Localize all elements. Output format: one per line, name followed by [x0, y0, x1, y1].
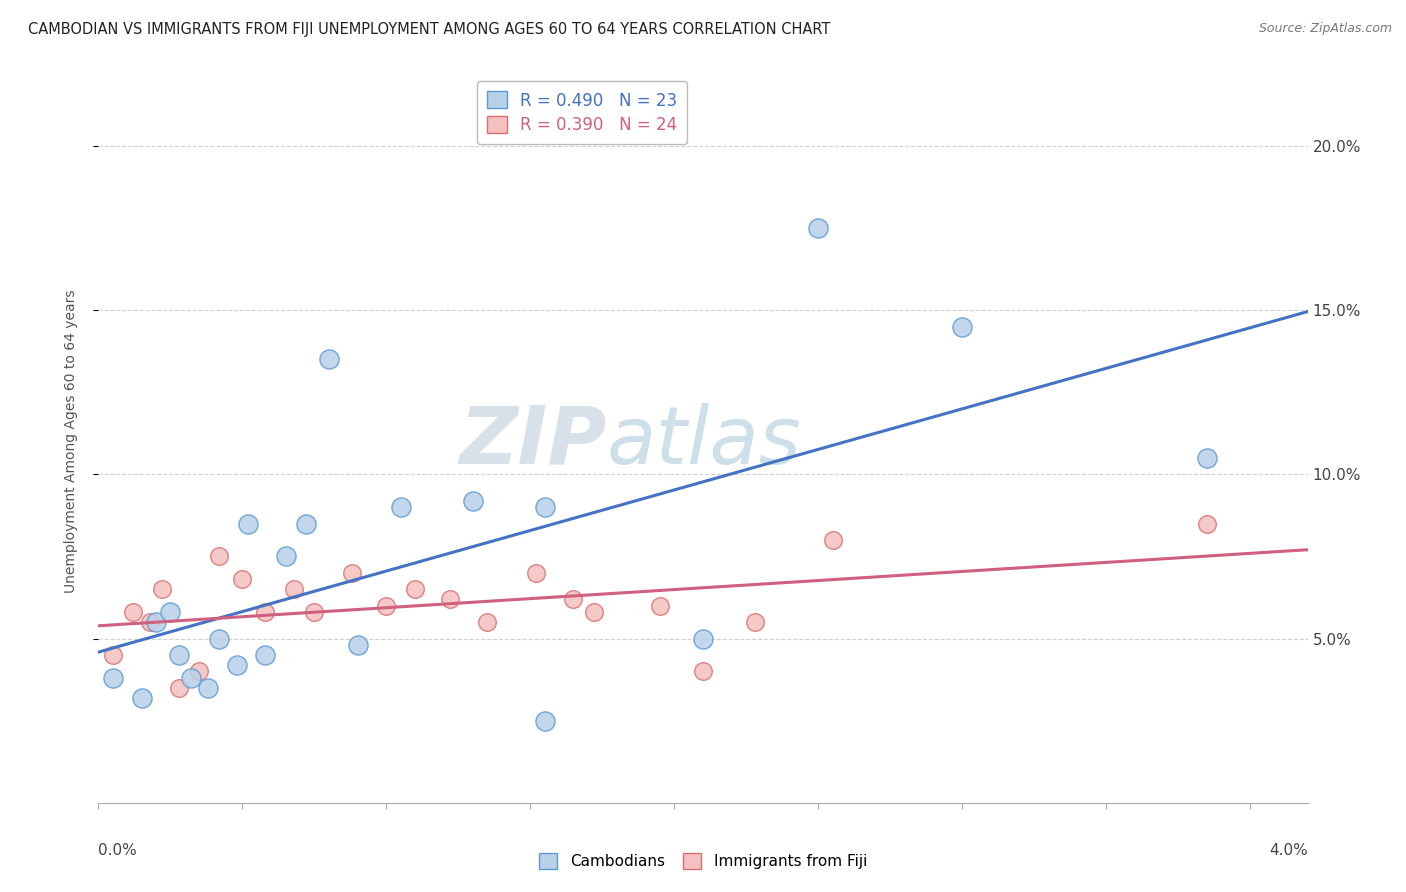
Point: [404, 582, 426, 597]
Point: [389, 500, 412, 515]
Point: [197, 681, 219, 695]
Point: [562, 592, 585, 607]
Point: [122, 605, 145, 619]
Point: [188, 665, 211, 679]
Point: [145, 615, 167, 630]
Legend: R = 0.490   N = 23, R = 0.390   N = 24: R = 0.490 N = 23, R = 0.390 N = 24: [477, 81, 688, 145]
Point: [231, 573, 253, 587]
Point: [439, 592, 461, 607]
Y-axis label: Unemployment Among Ages 60 to 64 years: Unemployment Among Ages 60 to 64 years: [63, 290, 77, 593]
Point: [461, 493, 484, 508]
Point: [475, 615, 498, 630]
Point: [254, 605, 277, 619]
Point: [533, 500, 555, 515]
Point: [101, 671, 124, 685]
Point: [375, 599, 398, 613]
Point: [304, 605, 326, 619]
Point: [274, 549, 297, 564]
Point: [159, 605, 181, 619]
Text: 0.0%: 0.0%: [98, 843, 138, 857]
Point: [225, 657, 247, 672]
Point: [648, 599, 671, 613]
Point: [692, 632, 714, 646]
Point: [318, 352, 340, 367]
Point: [340, 566, 363, 580]
Point: [346, 638, 368, 652]
Point: [167, 648, 190, 662]
Point: [208, 549, 231, 564]
Point: [950, 319, 973, 334]
Text: 4.0%: 4.0%: [1268, 843, 1308, 857]
Point: [294, 516, 316, 531]
Point: [180, 671, 202, 685]
Point: [254, 648, 277, 662]
Point: [101, 648, 124, 662]
Point: [744, 615, 766, 630]
Point: [150, 582, 173, 597]
Point: [208, 632, 231, 646]
Point: [1195, 450, 1218, 465]
Point: [131, 690, 153, 705]
Point: [807, 221, 830, 235]
Point: [139, 615, 162, 630]
Point: [167, 681, 190, 695]
Text: CAMBODIAN VS IMMIGRANTS FROM FIJI UNEMPLOYMENT AMONG AGES 60 TO 64 YEARS CORRELA: CAMBODIAN VS IMMIGRANTS FROM FIJI UNEMPL…: [28, 22, 831, 37]
Point: [533, 714, 555, 728]
Point: [283, 582, 305, 597]
Point: [1195, 516, 1218, 531]
Point: [582, 605, 605, 619]
Text: ZIP: ZIP: [458, 402, 606, 481]
Point: [821, 533, 844, 547]
Text: Source: ZipAtlas.com: Source: ZipAtlas.com: [1258, 22, 1392, 36]
Legend: Cambodians, Immigrants from Fiji: Cambodians, Immigrants from Fiji: [533, 847, 873, 875]
Point: [524, 566, 547, 580]
Point: [692, 665, 714, 679]
Point: [236, 516, 259, 531]
Text: atlas: atlas: [606, 402, 801, 481]
